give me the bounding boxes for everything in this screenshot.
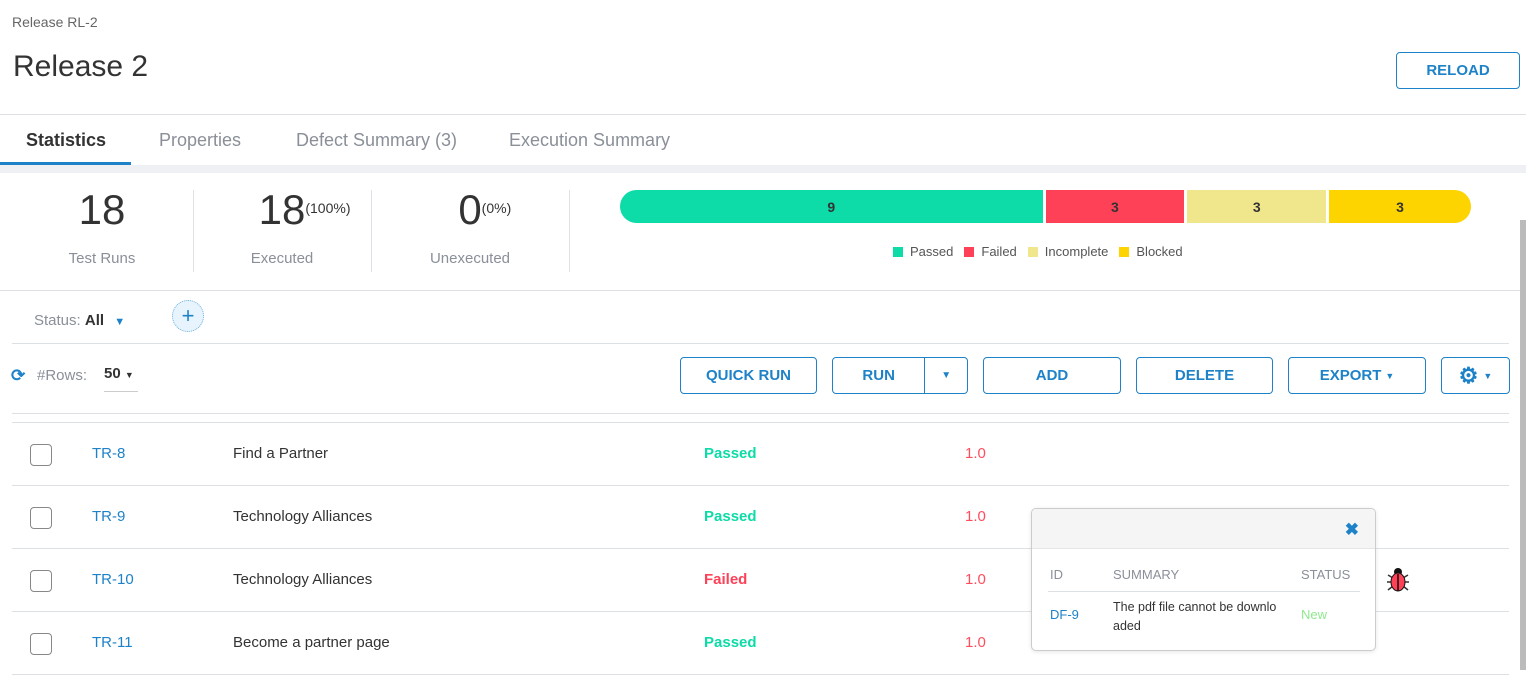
breadcrumb: Release RL-2	[12, 14, 98, 30]
bar-segment-passed: 9	[620, 190, 1043, 223]
table-row: TR-10 Technology Alliances Failed 1.0	[12, 549, 1509, 612]
status-badge: Passed	[704, 634, 757, 651]
bug-icon[interactable]	[1385, 565, 1411, 593]
quick-run-button[interactable]: QUICK RUN	[680, 357, 817, 394]
active-tab-indicator	[0, 162, 131, 166]
reload-button[interactable]: RELOAD	[1396, 52, 1520, 89]
tab-statistics[interactable]: Statistics	[26, 130, 107, 150]
bar-segment-incomplete: 3	[1187, 190, 1327, 223]
legend-item-blocked: Blocked	[1119, 244, 1183, 259]
gear-icon: ⚙	[1458, 362, 1479, 388]
status-badge: Failed	[704, 571, 748, 588]
status-filter[interactable]: Status: All ▼	[34, 312, 126, 329]
stat-unexecuted: 0 (0%) Unexecuted	[429, 186, 512, 267]
rows-label: #Rows:	[37, 367, 88, 384]
test-run-id-link[interactable]: TR-9	[92, 508, 126, 525]
defect-popover: ✖ ID SUMMARY STATUS DF-9 The pdf file ca…	[1031, 508, 1376, 651]
run-dropdown-caret-icon[interactable]: ▼	[941, 370, 952, 381]
export-button[interactable]: EXPORT ▼	[1288, 357, 1426, 394]
row-checkbox[interactable]	[30, 444, 52, 466]
test-run-name: Technology Alliances	[233, 571, 373, 588]
legend-item-failed: Failed	[964, 244, 1017, 259]
stat-executed: 18 (100%) Executed	[250, 186, 351, 267]
chart-legend: Passed Failed Incomplete Blocked	[893, 244, 1194, 259]
scrollbar[interactable]	[1520, 220, 1526, 670]
tab-defect-summary[interactable]: Defect Summary (3)	[296, 130, 458, 150]
add-filter-button[interactable]: +	[172, 300, 204, 332]
test-run-id-link[interactable]: TR-8	[92, 445, 126, 462]
bar-segment-failed: 3	[1045, 190, 1185, 223]
bar-segment-blocked: 3	[1329, 190, 1471, 223]
status-badge: Passed	[704, 445, 757, 462]
stat-test-runs: 18 Test Runs	[68, 186, 136, 267]
version: 1.0	[965, 508, 986, 525]
plus-icon: +	[181, 303, 195, 328]
close-icon[interactable]: ✖	[1344, 520, 1359, 539]
version: 1.0	[965, 445, 986, 462]
page-title: Release 2	[13, 50, 149, 83]
version: 1.0	[965, 571, 986, 588]
refresh-icon[interactable]: ⟳	[11, 366, 26, 385]
row-checkbox[interactable]	[30, 507, 52, 529]
defect-id-link[interactable]: DF-9	[1050, 607, 1079, 622]
tab-properties[interactable]: Properties	[159, 130, 242, 150]
test-run-name: Technology Alliances	[233, 508, 373, 525]
test-run-name: Find a Partner	[233, 445, 329, 462]
caret-down-icon: ▼	[114, 316, 126, 328]
rows-select[interactable]: 50 ▼	[104, 365, 138, 392]
add-button[interactable]: ADD	[983, 357, 1121, 394]
legend-item-passed: Passed	[893, 244, 953, 259]
tab-execution-summary[interactable]: Execution Summary	[509, 130, 671, 150]
table-row: TR-9 Technology Alliances Passed 1.0	[12, 486, 1509, 549]
row-checkbox[interactable]	[30, 633, 52, 655]
run-button[interactable]: RUN	[833, 358, 926, 393]
settings-button[interactable]: ⚙ ▼	[1441, 357, 1510, 394]
test-run-id-link[interactable]: TR-11	[92, 634, 133, 651]
test-run-id-link[interactable]: TR-10	[92, 571, 134, 588]
row-checkbox[interactable]	[30, 570, 52, 592]
table-row: TR-8 Find a Partner Passed 1.0	[12, 423, 1509, 486]
status-badge: Passed	[704, 508, 757, 525]
defect-status: New	[1301, 607, 1328, 622]
version: 1.0	[965, 634, 986, 651]
test-run-name: Become a partner page	[233, 634, 390, 651]
legend-item-incomplete: Incomplete	[1027, 244, 1108, 259]
delete-button[interactable]: DELETE	[1136, 357, 1273, 394]
run-button-group[interactable]: RUN ▼	[832, 357, 968, 394]
